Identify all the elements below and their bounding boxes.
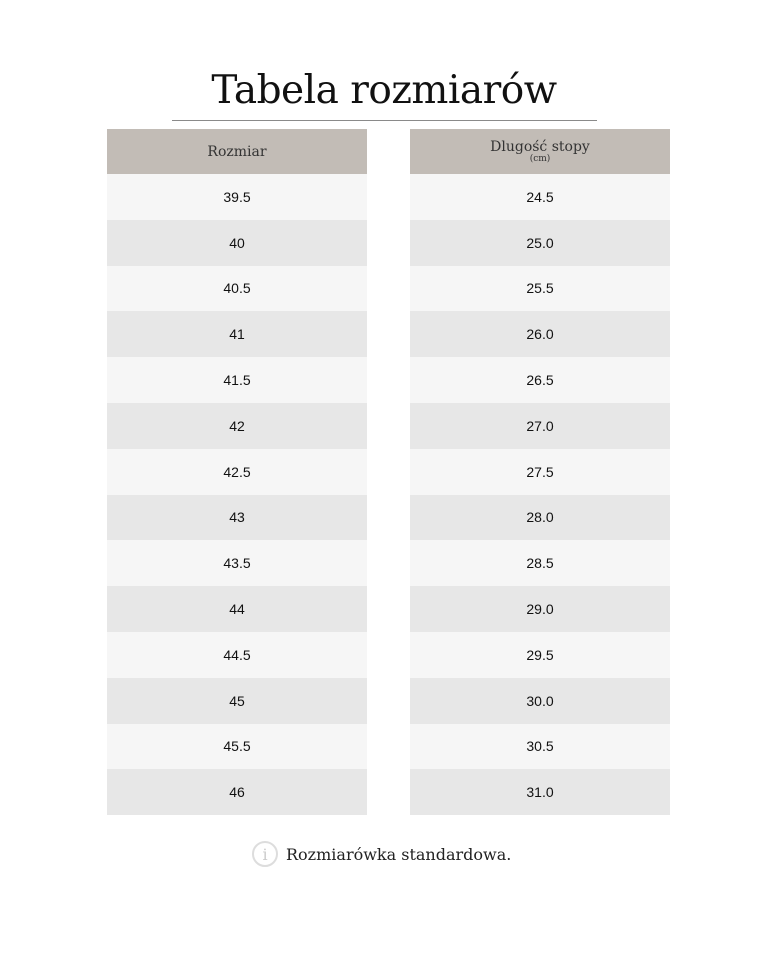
size-cell: 44.5 xyxy=(107,631,367,678)
size-cell: 45 xyxy=(107,677,367,724)
page-title: Tabela rozmiarów xyxy=(211,68,557,113)
length-cell: 25.0 xyxy=(410,219,670,266)
info-icon: i xyxy=(252,841,278,867)
size-rows: 39.5 40 40.5 41 41.5 42 42.5 43 43.5 44 44.5 45 45.5… xyxy=(107,174,367,816)
header-unit: (cm) xyxy=(529,154,551,164)
length-cell: 26.0 xyxy=(410,311,670,358)
size-cell: 41 xyxy=(107,311,367,358)
column-header-foot-length: Dlugość stopy (cm) xyxy=(410,129,670,174)
size-column: Rozmiar 39.5 40 40.5 41 41.5 42 42.5 43 43.5 44 44… xyxy=(107,129,367,816)
length-rows: 24.5 25.0 25.5 26.0 26.5 27.0 27.5 28.0 28.5 29.0… xyxy=(410,174,670,816)
header-label: Rozmiar xyxy=(207,143,267,160)
length-cell: 28.5 xyxy=(410,540,670,587)
length-cell: 30.5 xyxy=(410,723,670,770)
size-cell: 43 xyxy=(107,494,367,541)
size-cell: 46 xyxy=(107,769,367,816)
size-cell: 42.5 xyxy=(107,448,367,495)
length-cell: 31.0 xyxy=(410,769,670,816)
size-cell: 44 xyxy=(107,586,367,632)
note-text: Rozmiarówka standardowa. xyxy=(286,844,512,864)
size-cell: 41.5 xyxy=(107,357,367,403)
length-cell: 25.5 xyxy=(410,265,670,312)
title-divider xyxy=(172,120,597,121)
length-cell: 28.0 xyxy=(410,494,670,541)
length-cell: 29.5 xyxy=(410,631,670,678)
header-label: Dlugość stopy xyxy=(490,139,590,155)
length-cell: 24.5 xyxy=(410,174,670,220)
size-cell: 45.5 xyxy=(107,723,367,770)
length-cell: 29.0 xyxy=(410,586,670,632)
length-cell: 27.0 xyxy=(410,402,670,449)
size-cell: 40 xyxy=(107,219,367,266)
size-cell: 42 xyxy=(107,402,367,449)
column-header-size: Rozmiar xyxy=(107,129,367,174)
size-cell: 39.5 xyxy=(107,174,367,220)
size-cell: 43.5 xyxy=(107,540,367,587)
size-cell: 40.5 xyxy=(107,265,367,312)
size-note: i Rozmiarówka standardowa. xyxy=(252,841,511,867)
length-cell: 27.5 xyxy=(410,448,670,495)
foot-length-column: Dlugość stopy (cm) 24.5 25.0 25.5 26.0 26.5 2… xyxy=(410,129,670,816)
length-cell: 26.5 xyxy=(410,357,670,403)
length-cell: 30.0 xyxy=(410,677,670,724)
